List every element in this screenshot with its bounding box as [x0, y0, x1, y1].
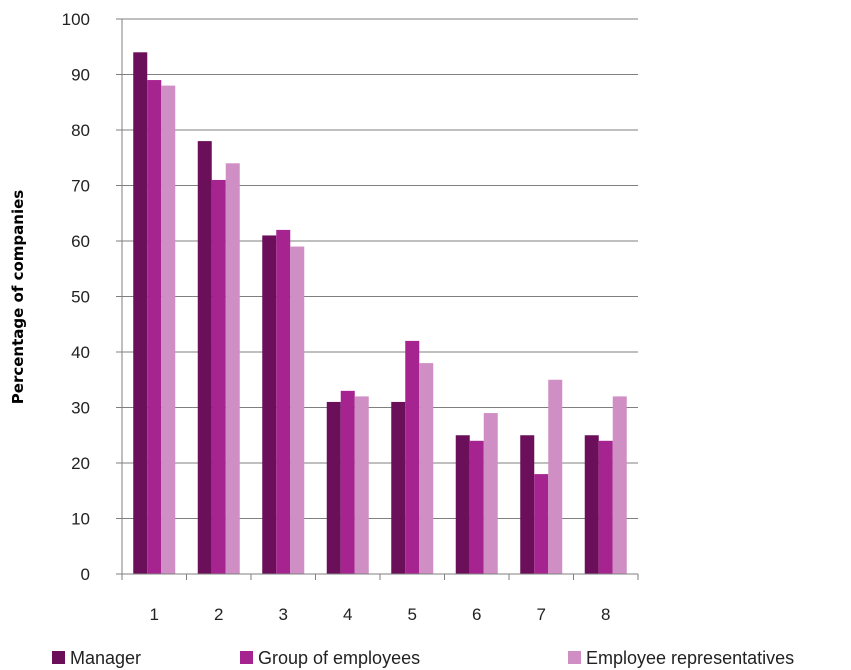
bar-manager-3 — [262, 235, 277, 574]
bar-employee-representatives-5 — [419, 363, 434, 574]
x-tick-label: 5 — [408, 605, 417, 624]
x-tick-label: 2 — [214, 605, 223, 624]
bar-employee-representatives-2 — [225, 163, 240, 575]
x-tick-label: 3 — [279, 605, 288, 624]
x-tick-label: 7 — [537, 605, 546, 624]
bar-manager-8 — [584, 435, 599, 574]
x-tick-label: 8 — [601, 605, 610, 624]
x-tick-label: 6 — [472, 605, 481, 624]
bar-group-of-employees-2 — [211, 179, 226, 574]
y-tick-label: 0 — [81, 565, 90, 584]
bar-manager-1 — [133, 52, 148, 575]
bar-manager-6 — [455, 435, 470, 574]
legend: Manager Group of employees Employee repres… — [52, 648, 794, 668]
y-tick-label: 90 — [71, 66, 90, 85]
legend-swatch — [240, 651, 253, 664]
y-tick-label: 40 — [71, 343, 90, 362]
legend-swatch — [568, 651, 581, 664]
y-tick-label: 80 — [71, 121, 90, 140]
bar-employee-representatives-7 — [548, 379, 563, 574]
legend-label: Group of employees — [258, 648, 420, 668]
y-tick-label: 20 — [71, 454, 90, 473]
y-tick-label: 10 — [71, 510, 90, 529]
bar-group-of-employees-7 — [534, 474, 549, 574]
y-axis-ticks: 0 10 20 30 40 50 60 70 80 90 100 — [62, 10, 122, 584]
bars — [133, 52, 627, 575]
legend-label: Manager — [70, 648, 141, 668]
bar-manager-2 — [197, 141, 212, 574]
bar-manager-4 — [326, 401, 341, 574]
bar-manager-5 — [391, 401, 406, 574]
bar-manager-7 — [520, 435, 535, 574]
bar-group-of-employees-4 — [340, 390, 355, 574]
bar-group-of-employees-6 — [469, 440, 484, 574]
bar-group-of-employees-8 — [598, 440, 613, 574]
y-tick-label: 30 — [71, 399, 90, 418]
bar-employee-representatives-3 — [290, 246, 305, 575]
bar-employee-representatives-4 — [354, 396, 369, 574]
bar-group-of-employees-5 — [405, 340, 420, 574]
bar-employee-representatives-1 — [161, 85, 176, 574]
y-tick-label: 60 — [71, 232, 90, 251]
y-tick-label: 50 — [71, 288, 90, 307]
bar-group-of-employees-3 — [276, 229, 291, 574]
legend-swatch — [52, 651, 65, 664]
legend-label: Employee representatives — [586, 648, 794, 668]
y-axis-label: Percentage of companies — [9, 190, 27, 404]
bar-group-of-employees-1 — [147, 80, 162, 575]
y-tick-label: 70 — [71, 177, 90, 196]
y-tick-label: 100 — [62, 10, 90, 29]
bar-employee-representatives-8 — [612, 396, 627, 574]
x-axis-ticks: 1 2 3 4 5 6 7 8 — [121, 574, 639, 624]
bar-employee-representatives-6 — [483, 413, 498, 574]
x-tick-label: 1 — [150, 605, 159, 624]
x-tick-label: 4 — [343, 605, 352, 624]
